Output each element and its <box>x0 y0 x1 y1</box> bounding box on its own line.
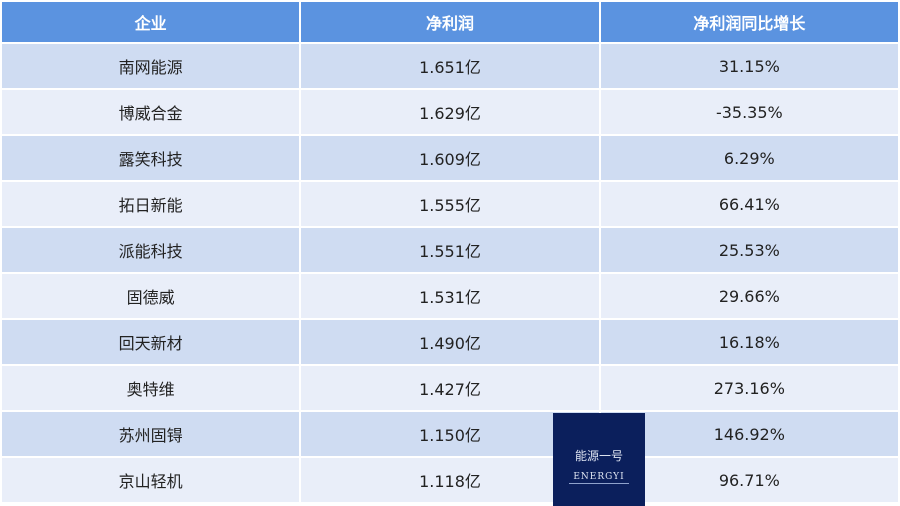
header-growth: 净利润同比增长 <box>598 0 900 44</box>
table-row: 回天新材 1.490亿 16.18% <box>0 318 900 366</box>
cell-net-profit: 1.551亿 <box>299 226 601 274</box>
cell-growth: 96.71% <box>598 456 900 504</box>
cell-company: 博威合金 <box>0 88 302 136</box>
table-row: 博威合金 1.629亿 -35.35% <box>0 88 900 136</box>
cell-net-profit: 1.150亿 <box>299 410 601 458</box>
cell-company: 派能科技 <box>0 226 302 274</box>
table-row: 南网能源 1.651亿 31.15% <box>0 42 900 90</box>
logo-en: ENERGYI <box>569 472 629 484</box>
cell-net-profit: 1.427亿 <box>299 364 601 412</box>
cell-net-profit: 1.531亿 <box>299 272 601 320</box>
table-row: 拓日新能 1.555亿 66.41% <box>0 180 900 228</box>
header-row: 企业 净利润 净利润同比增长 <box>0 0 900 44</box>
cell-net-profit: 1.555亿 <box>299 180 601 228</box>
cell-company: 南网能源 <box>0 42 302 90</box>
table-row: 奥特维 1.427亿 273.16% <box>0 364 900 412</box>
logo-cn: 能源一号 <box>574 449 623 463</box>
cell-growth: 273.16% <box>598 364 900 412</box>
cell-growth: -35.35% <box>598 88 900 136</box>
cell-company: 回天新材 <box>0 318 302 366</box>
table-row: 固德威 1.531亿 29.66% <box>0 272 900 320</box>
cell-growth: 25.53% <box>598 226 900 274</box>
cell-growth: 66.41% <box>598 180 900 228</box>
cell-company: 京山轻机 <box>0 456 302 504</box>
cell-company: 苏州固锝 <box>0 410 302 458</box>
cell-net-profit: 1.629亿 <box>299 88 601 136</box>
cell-net-profit: 1.490亿 <box>299 318 601 366</box>
cell-net-profit: 1.609亿 <box>299 134 601 182</box>
table-row: 派能科技 1.551亿 25.53% <box>0 226 900 274</box>
table-row: 苏州固锝 1.150亿 146.92% <box>0 410 900 458</box>
cell-company: 拓日新能 <box>0 180 302 228</box>
cell-company: 露笑科技 <box>0 134 302 182</box>
cell-growth: 31.15% <box>598 42 900 90</box>
header-company: 企业 <box>0 0 302 44</box>
cell-growth: 29.66% <box>598 272 900 320</box>
table-row: 京山轻机 1.118亿 96.71% <box>0 456 900 504</box>
cell-net-profit: 1.651亿 <box>299 42 601 90</box>
cell-growth: 6.29% <box>598 134 900 182</box>
cell-company: 固德威 <box>0 272 302 320</box>
cell-growth: 146.92% <box>598 410 900 458</box>
table-row: 露笑科技 1.609亿 6.29% <box>0 134 900 182</box>
cell-net-profit: 1.118亿 <box>299 456 601 504</box>
cell-company: 奥特维 <box>0 364 302 412</box>
header-net-profit: 净利润 <box>299 0 601 44</box>
cell-growth: 16.18% <box>598 318 900 366</box>
energyi-logo: 能源一号 ENERGYI <box>553 413 645 506</box>
